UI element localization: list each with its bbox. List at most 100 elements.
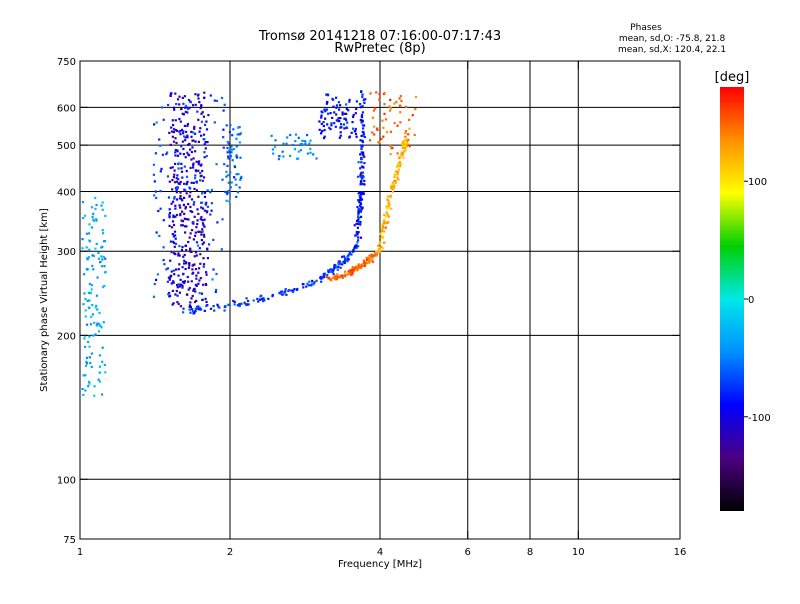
data-point (166, 267, 170, 270)
data-point (359, 167, 362, 170)
y-tick-label: 75 (63, 535, 76, 546)
data-point (194, 132, 197, 135)
data-point (180, 128, 184, 131)
data-point (183, 225, 187, 228)
data-point (172, 269, 176, 272)
data-point (386, 195, 389, 198)
data-point (162, 246, 165, 249)
data-point (155, 121, 158, 124)
data-point (361, 130, 364, 133)
data-point (88, 299, 91, 302)
data-point (359, 204, 362, 207)
data-point (211, 278, 214, 281)
data-point (199, 107, 202, 110)
data-point (188, 106, 191, 109)
data-point (237, 173, 240, 176)
colorbar-gradient (720, 87, 744, 511)
data-point (162, 118, 165, 121)
data-point (183, 217, 186, 220)
data-point (365, 256, 368, 259)
data-point (355, 135, 358, 138)
data-point (203, 151, 206, 154)
data-point (404, 148, 407, 151)
data-point (207, 114, 210, 117)
data-point (345, 103, 348, 106)
data-point (342, 261, 345, 264)
data-point (192, 238, 195, 241)
data-point (356, 269, 359, 272)
data-point (325, 108, 329, 111)
data-point (228, 131, 231, 134)
data-point (229, 151, 232, 154)
data-point (200, 233, 203, 236)
data-point (243, 301, 246, 304)
data-point (307, 284, 310, 287)
data-point (278, 155, 281, 158)
data-point (339, 263, 342, 266)
data-point (184, 189, 187, 192)
data-point (329, 270, 332, 273)
data-point (359, 180, 362, 183)
data-point (360, 161, 363, 164)
data-point (358, 267, 361, 270)
data-point (271, 293, 274, 297)
data-point (389, 153, 392, 156)
data-point (361, 121, 364, 124)
data-point (202, 265, 205, 268)
data-point (182, 272, 185, 275)
data-point (343, 270, 347, 273)
data-point (174, 234, 177, 237)
data-point (184, 262, 188, 265)
data-point (174, 237, 177, 240)
data-point (294, 133, 298, 136)
data-point (185, 192, 188, 195)
data-point (189, 148, 192, 151)
data-point (396, 170, 399, 174)
data-point (344, 275, 347, 278)
data-point (103, 363, 106, 366)
data-point (104, 214, 107, 217)
data-point (361, 93, 364, 96)
data-point (360, 174, 364, 178)
data-point (327, 277, 330, 280)
data-point (180, 162, 183, 165)
data-point (296, 287, 299, 291)
data-point (187, 107, 190, 111)
data-point (103, 240, 107, 243)
data-point (169, 166, 172, 169)
data-point (361, 111, 365, 114)
data-point (215, 272, 218, 276)
data-point (209, 213, 212, 216)
x-tick-label: 4 (377, 547, 383, 558)
data-point (201, 219, 204, 222)
data-point (173, 128, 176, 131)
data-point (359, 198, 362, 201)
data-point (200, 163, 203, 166)
data-point (203, 209, 206, 212)
data-point (213, 309, 216, 312)
data-point (92, 212, 95, 215)
data-point (333, 111, 336, 114)
data-point (391, 190, 395, 193)
data-point (166, 280, 169, 283)
data-point (176, 301, 179, 304)
data-point (359, 139, 362, 142)
data-point (187, 153, 190, 156)
data-point (189, 166, 192, 169)
data-point (310, 284, 313, 287)
data-point (381, 119, 384, 122)
data-point (341, 111, 344, 114)
data-point (173, 230, 177, 233)
data-point (182, 130, 185, 133)
data-point (228, 200, 231, 203)
data-point (172, 123, 175, 127)
data-point (210, 188, 213, 191)
data-point (351, 273, 354, 276)
data-point (337, 261, 340, 264)
data-point (227, 155, 230, 158)
data-point (374, 107, 377, 110)
data-point (197, 118, 200, 121)
data-point (189, 248, 192, 251)
data-point (162, 259, 165, 262)
data-point (172, 302, 175, 305)
